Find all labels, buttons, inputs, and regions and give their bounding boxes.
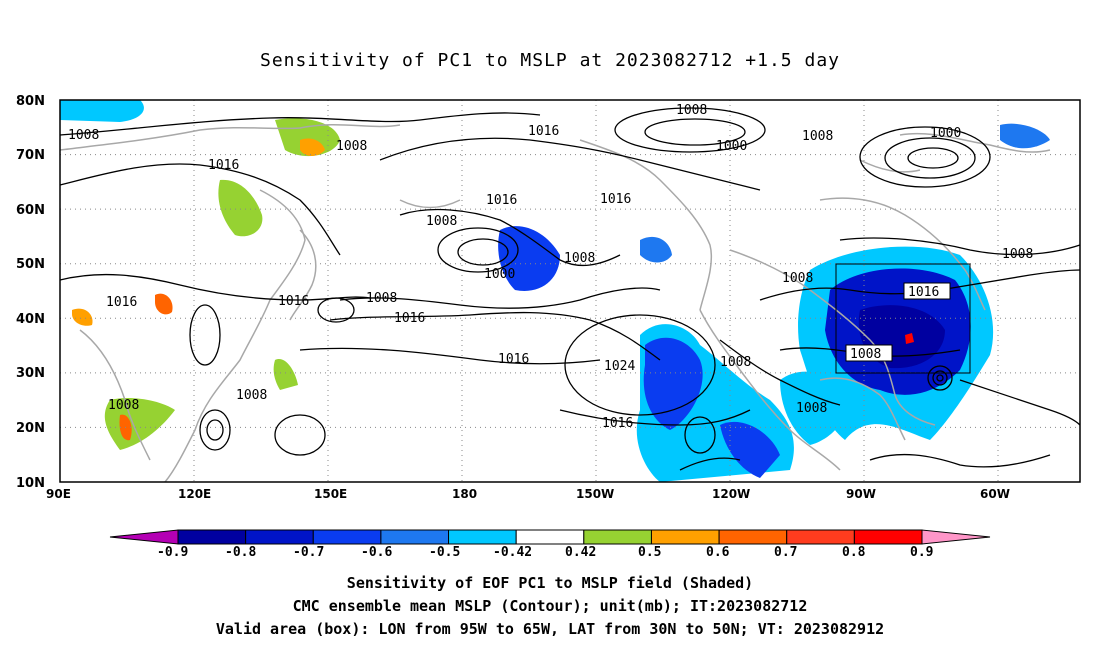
lon-label: 60W — [980, 487, 1010, 501]
colorbar-label: 0.7 — [774, 545, 797, 560]
colorbar-label: 0.5 — [638, 545, 661, 560]
colorbar-label: -0.6 — [361, 545, 392, 560]
longitude-axis: 90E 120E 150E 180 150W 120W 90W 60W — [46, 487, 1010, 501]
shade-alaska-cyan — [640, 236, 672, 263]
contour-label: 1008 — [336, 139, 367, 154]
lat-label: 80N — [16, 94, 45, 109]
lon-label: 150E — [314, 487, 347, 501]
colorbar-bin — [312, 529, 382, 545]
contour-label: 1008 — [782, 271, 813, 286]
coastlines — [59, 124, 1051, 483]
contour-label-1008-box: 1008 — [850, 347, 881, 362]
contour-label: 1008 — [802, 129, 833, 144]
contour-label: 1016 — [278, 294, 309, 309]
valid-area-box — [835, 263, 971, 374]
colorbar-label: 0.9 — [910, 545, 933, 560]
highlighted-contour-labels: 1016 1008 — [845, 282, 951, 362]
contour-label: 1016 — [394, 311, 425, 326]
contour-label: 1008 — [796, 401, 827, 416]
colorbar — [109, 529, 991, 545]
contour-label: 1008 — [236, 388, 267, 403]
shade-orange-1 — [300, 138, 325, 156]
contour-label: 1008 — [366, 291, 397, 306]
colorbar-label: -0.9 — [157, 545, 188, 560]
lon-label: 180 — [452, 487, 477, 501]
contour-label: 1000 — [716, 139, 747, 154]
colorbar-bin — [583, 529, 652, 545]
contour-label: 1008 — [108, 398, 139, 413]
colorbar-label: 0.6 — [706, 545, 730, 560]
colorbar-bin — [515, 529, 585, 545]
caption-line-2: CMC ensemble mean MSLP (Contour); unit(m… — [292, 597, 808, 615]
shade-north-america-blue — [643, 337, 703, 430]
caption-line-1: Sensitivity of EOF PC1 to MSLP field (Sh… — [346, 574, 754, 592]
contour-label: 1008 — [720, 355, 751, 370]
contour-label: 1000 — [484, 267, 515, 282]
colorbar-label: 0.42 — [565, 545, 596, 560]
contour-label: 1008 — [426, 214, 457, 229]
caption-line-3: Valid area (box): LON from 95W to 65W, L… — [215, 620, 885, 638]
lat-label: 60N — [16, 203, 45, 218]
map-title: Sensitivity of PC1 to MSLP at 2023082712… — [259, 50, 840, 71]
lat-label: 50N — [16, 257, 45, 272]
colorbar-bin — [380, 529, 450, 545]
colorbar-bin — [853, 529, 923, 545]
colorbar-bin — [650, 529, 720, 545]
contour-label: 1000 — [930, 126, 961, 141]
colorbar-label: -0.42 — [493, 545, 532, 560]
contour-label: 1016 — [600, 192, 631, 207]
contour-label: 1016 — [498, 352, 529, 367]
lon-label: 90E — [46, 487, 71, 501]
colorbar-bin — [177, 529, 247, 545]
contour-label-1016-box: 1016 — [908, 285, 939, 300]
shade-asia-green-3 — [273, 359, 298, 390]
contour-label: 1016 — [208, 158, 239, 173]
contour-label: 1016 — [486, 193, 517, 208]
shade-orange-2 — [155, 293, 173, 315]
contour-label: 1008 — [676, 103, 707, 118]
colorbar-bin — [448, 529, 517, 545]
contour-label: 1008 — [68, 128, 99, 143]
lat-label: 40N — [16, 312, 45, 327]
colorbar-label: -0.7 — [293, 545, 324, 560]
lon-label: 120E — [178, 487, 211, 501]
shade-asia-green-2 — [104, 398, 175, 450]
colorbar-label: -0.8 — [225, 545, 256, 560]
shade-arctic-cyan — [60, 100, 144, 122]
lon-label: 150W — [576, 487, 614, 501]
lat-label: 20N — [16, 421, 45, 436]
colorbar-min-triangle — [109, 529, 179, 545]
shade-asia-green — [218, 179, 263, 237]
contour-label: 1008 — [564, 251, 595, 266]
shade-baja-blue — [720, 421, 780, 478]
mslp-contours — [59, 107, 1081, 471]
lat-label: 10N — [16, 476, 45, 491]
contour-label: 1016 — [106, 295, 137, 310]
contour-label: 1016 — [602, 416, 633, 431]
shade-orange-3 — [72, 308, 93, 326]
colorbar-label: -0.5 — [429, 545, 460, 560]
colorbar-label: 0.8 — [842, 545, 866, 560]
contour-label: 1016 — [528, 124, 559, 139]
lat-label: 30N — [16, 366, 45, 381]
map-border — [59, 99, 1081, 483]
lon-label: 90W — [846, 487, 876, 501]
shade-greenland-blue — [1000, 123, 1050, 149]
contour-label: 1024 — [604, 359, 635, 374]
lat-label: 70N — [16, 148, 45, 163]
colorbar-bin — [786, 529, 855, 545]
latitude-axis: 80N 70N 60N 50N 40N 30N 20N 10N — [16, 94, 45, 491]
shade-gulf-cyan — [780, 371, 850, 445]
colorbar-max-triangle — [921, 529, 991, 545]
colorbar-bin — [245, 529, 314, 545]
shade-pacific-blue — [498, 226, 560, 291]
colorbar-bin — [718, 529, 788, 545]
contour-labels: 1008 1016 1016 1008 1000 1008 1000 1008 … — [68, 103, 1033, 431]
colorbar-labels: -0.9 -0.8 -0.7 -0.6 -0.5 -0.42 0.42 0.5 … — [157, 545, 933, 560]
contour-label: 1008 — [1002, 247, 1033, 262]
shade-red-spot — [905, 333, 914, 344]
lon-label: 120W — [712, 487, 750, 501]
